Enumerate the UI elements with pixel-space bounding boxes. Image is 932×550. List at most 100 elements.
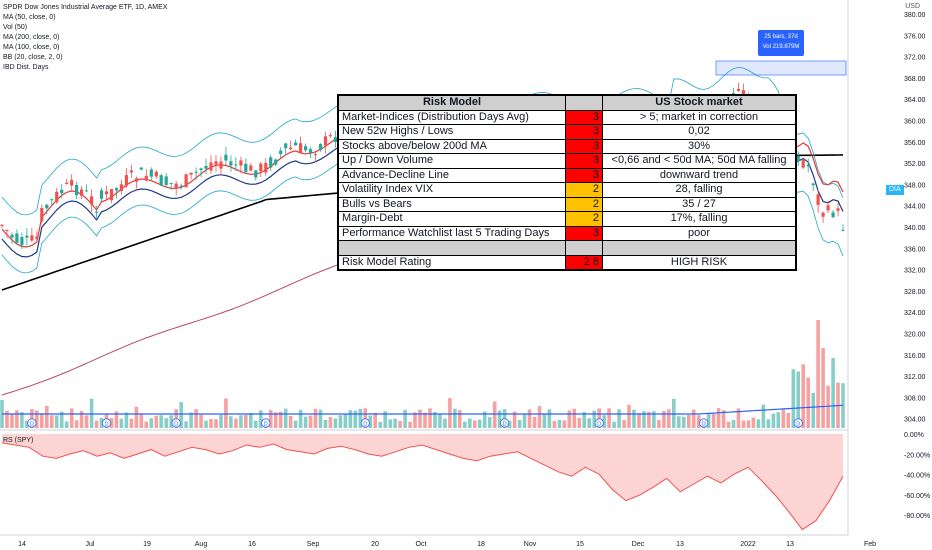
volume-bar [303, 416, 308, 428]
legend-vol: Vol (50) [3, 24, 28, 31]
candle-body [134, 178, 138, 182]
volume-bar [313, 408, 318, 428]
dist-day-marker [793, 418, 803, 428]
volume-bar [64, 421, 69, 428]
price-tick-label: 368.00 [904, 76, 926, 83]
dist-day-marker [594, 418, 604, 428]
volume-bar [149, 418, 154, 428]
volume-ma-line [2, 404, 844, 415]
candle-body [169, 182, 173, 184]
risk-header-right: US Stock market [602, 94, 797, 111]
volume-bar [224, 398, 228, 428]
price-tick-label: 344.00 [904, 204, 926, 211]
volume-bar [607, 408, 611, 428]
volume-bar [249, 413, 253, 428]
volume-bar [438, 414, 442, 428]
volume-bar [378, 421, 382, 428]
price-tick-label: 332.00 [904, 268, 926, 275]
dist-day-label: D [702, 422, 706, 428]
volume-bar [184, 421, 188, 428]
time-tick-label: 18 [477, 541, 485, 548]
time-tick-label: 15 [576, 541, 584, 548]
risk-criterion: Up / Down Volume [337, 153, 566, 169]
volume-bar [99, 417, 104, 428]
volume-bar [398, 421, 402, 428]
candle-body [333, 137, 337, 142]
volume-bar [69, 408, 74, 428]
price-tick-label: 336.00 [904, 246, 926, 253]
candle-body [811, 183, 815, 186]
price-tick-label: 380.00 [904, 12, 926, 19]
risk-row: Volatility Index VIX 2 28, falling [337, 182, 797, 198]
candle-body [269, 157, 273, 168]
volume-bar [408, 421, 412, 428]
volume-bar [731, 420, 736, 428]
volume-bar [154, 415, 159, 428]
volume-bar [477, 419, 482, 428]
volume-bar [278, 411, 283, 428]
time-tick-label: Oct [416, 541, 427, 548]
volume-bar [308, 415, 313, 428]
volume-bar [179, 402, 183, 428]
candle-body [328, 135, 332, 137]
volume-bar [388, 419, 392, 428]
candle-body [179, 185, 183, 187]
candle-body [289, 147, 293, 150]
volume-bar [259, 410, 263, 428]
dist-day-marker [699, 418, 709, 428]
spacer-cell [565, 240, 603, 256]
risk-score: 2 [565, 211, 603, 227]
currency-label: USD [905, 3, 920, 10]
candle-body [199, 168, 203, 171]
dist-day-label: D [105, 422, 109, 428]
candle-body [224, 154, 228, 161]
candle-body [60, 189, 64, 193]
volume-bar [642, 411, 646, 428]
volume-bar [592, 410, 596, 428]
volume-bar [50, 415, 54, 428]
time-tick-label: 14 [18, 541, 26, 548]
candle-body [80, 189, 84, 196]
price-tick-label: 372.00 [904, 55, 926, 62]
candle-body [114, 188, 119, 191]
volume-bar [537, 406, 542, 428]
candle-body [214, 161, 218, 165]
legend-ibd: IBD Dist. Days [3, 64, 49, 71]
risk-rating-row: Risk Model Rating 2 8 HIGH RISK [337, 254, 797, 271]
price-tick-label: 340.00 [904, 225, 926, 232]
risk-row: Bulls vs Bears 2 35 / 27 [337, 196, 797, 212]
volume-bar [219, 414, 223, 428]
tooltip-line1: 25 bars, 37d [764, 34, 798, 40]
volume-bar [756, 419, 761, 428]
volume-bar [826, 385, 830, 428]
rating-text: HIGH RISK [602, 254, 797, 271]
candle-body [164, 176, 168, 185]
candle-body [90, 196, 94, 205]
candle-body [736, 89, 741, 91]
volume-bar [532, 416, 537, 428]
volume-bar [662, 410, 666, 428]
volume-bar [552, 421, 557, 428]
volume-bar [109, 418, 114, 428]
volume-bar [169, 415, 173, 428]
volume-bar [632, 409, 636, 428]
price-tick-label: 304.00 [904, 417, 926, 424]
legend-ma50: MA (50, close, 0) [3, 14, 56, 21]
dist-day-label: D [796, 422, 800, 428]
volume-bar [691, 409, 696, 428]
candle-body [836, 208, 840, 211]
risk-model-table: Risk Model US Stock market Market-Indice… [337, 94, 797, 271]
risk-value: 28, falling [602, 182, 797, 198]
volume-bar [244, 414, 248, 428]
volume-bar [587, 418, 591, 428]
volume-bar [473, 420, 477, 428]
candle-body [801, 159, 805, 168]
candle-body [796, 156, 800, 161]
risk-value: <0,66 and < 50d MA; 50d MA falling [602, 153, 797, 169]
volume-bar [796, 371, 800, 428]
risk-value: 0,02 [602, 124, 797, 140]
dist-day-label: D [174, 422, 178, 428]
risk-value: 35 / 27 [602, 196, 797, 212]
candle-body [194, 171, 198, 173]
